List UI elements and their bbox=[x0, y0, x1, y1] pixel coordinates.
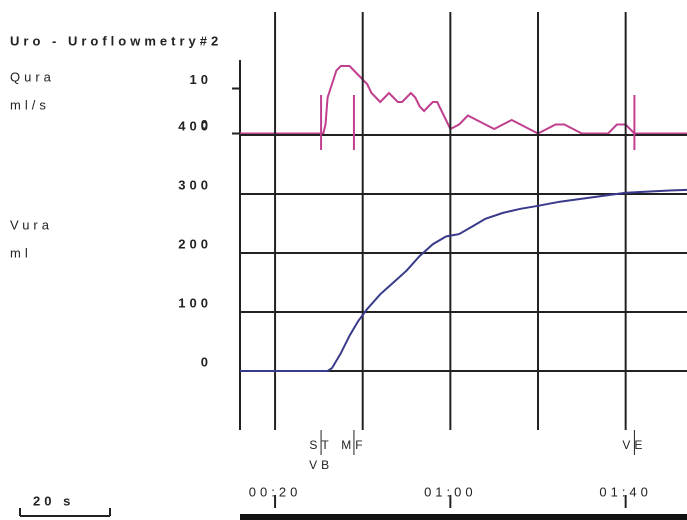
x-tick-label: 01:00 bbox=[424, 484, 477, 499]
event-label: ST bbox=[309, 438, 332, 452]
y-axis-label: Vura bbox=[10, 217, 53, 232]
y-axis-label: ml bbox=[10, 245, 32, 260]
data-line bbox=[240, 188, 687, 372]
event-label: VE bbox=[622, 438, 646, 452]
y-tick-label: 200 bbox=[178, 236, 212, 251]
y-tick-label: 10 bbox=[190, 72, 212, 87]
x-tick-label: 01:40 bbox=[599, 484, 652, 499]
y-tick-label: 0 bbox=[201, 117, 212, 132]
y-axis-label: ml/s bbox=[10, 97, 50, 112]
scale-bar-label: 20 s bbox=[33, 493, 74, 508]
y-tick-label: 300 bbox=[178, 177, 212, 192]
y-tick-label: 400 bbox=[178, 118, 212, 133]
y-tick-label: 0 bbox=[201, 354, 212, 369]
chart-title: Uro - Uroflowmetry#2 bbox=[10, 33, 222, 48]
event-label: VB bbox=[309, 458, 333, 472]
x-tick-label: 00:20 bbox=[249, 484, 302, 499]
data-line bbox=[240, 65, 687, 135]
event-label: MF bbox=[341, 438, 366, 452]
y-axis-label: Qura bbox=[10, 69, 55, 84]
y-tick-label: 100 bbox=[178, 295, 212, 310]
